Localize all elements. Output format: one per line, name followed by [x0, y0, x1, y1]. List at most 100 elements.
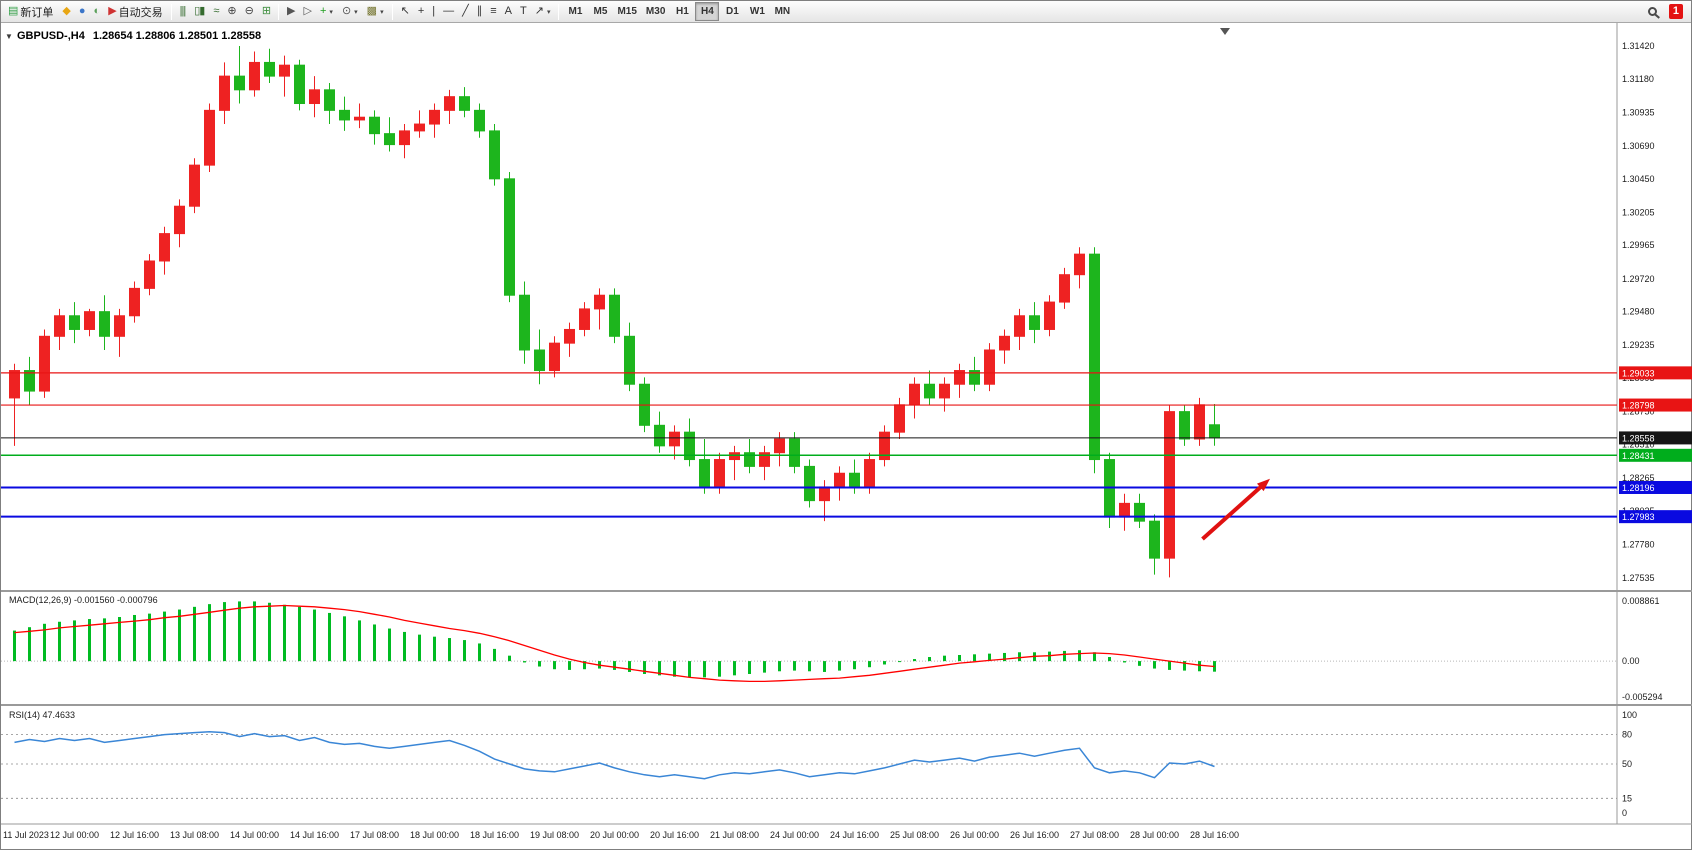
svg-text:0.008861: 0.008861: [1622, 596, 1660, 606]
svg-text:1.29480: 1.29480: [1622, 307, 1655, 317]
svg-text:26 Jul 16:00: 26 Jul 16:00: [1010, 830, 1059, 840]
dropdown-arrow-icon: ▾: [354, 8, 358, 16]
svg-text:13 Jul 08:00: 13 Jul 08:00: [170, 830, 219, 840]
chart-shift-button[interactable]: ▷: [300, 2, 315, 21]
svg-text:20 Jul 16:00: 20 Jul 16:00: [650, 830, 699, 840]
svg-text:1.31420: 1.31420: [1622, 41, 1655, 51]
chart-shift-marker[interactable]: [1220, 28, 1230, 35]
svg-text:80: 80: [1622, 730, 1632, 740]
zoom-out-icon: ⊖: [244, 5, 254, 17]
chart-canvas[interactable]: 1.31420 1.31180 1.30935 1.30690 1.30450 1.302…: [1, 23, 1692, 850]
price-axis-labels: 1.31420 1.31180 1.30935 1.30690 1.30450 1.302…: [1622, 41, 1663, 818]
svg-text:21 Jul 08:00: 21 Jul 08:00: [710, 830, 759, 840]
autotrading-button[interactable]: ▶ 自动交易: [104, 2, 166, 21]
timeframe-d1-button[interactable]: D1: [720, 2, 744, 21]
fibonacci-icon: ≡: [490, 5, 497, 17]
channel-icon: ∥: [476, 5, 482, 17]
periods-button[interactable]: ⊙ ▾: [338, 2, 362, 21]
label-button[interactable]: T: [516, 2, 530, 21]
indicators-button[interactable]: + ▾: [316, 2, 337, 21]
new-order-button-label: 新订单: [20, 6, 54, 19]
candlestick-chart-button[interactable]: ▯▮: [190, 2, 208, 21]
svg-text:25 Jul 08:00: 25 Jul 08:00: [890, 830, 939, 840]
dropdown-arrow-icon: ▾: [329, 8, 333, 16]
new-order-button[interactable]: ▤ 新订单: [4, 2, 57, 21]
text-button[interactable]: A: [501, 2, 515, 21]
svg-text:1.28558: 1.28558: [1622, 433, 1655, 443]
svg-text:18 Jul 16:00: 18 Jul 16:00: [470, 830, 519, 840]
templates-button[interactable]: ▩ ▾: [363, 2, 388, 21]
new-order-icon: ▤: [8, 5, 18, 17]
trendline-button[interactable]: ╱: [458, 2, 472, 21]
svg-text:26 Jul 00:00: 26 Jul 00:00: [950, 830, 999, 840]
toolbar-separator: [391, 3, 393, 20]
svg-text:1.29720: 1.29720: [1622, 274, 1655, 284]
timeframe-mn-button[interactable]: MN: [770, 2, 794, 21]
vertical-line-icon: |: [432, 5, 435, 17]
svg-text:1.30935: 1.30935: [1622, 107, 1655, 117]
label-icon: T: [520, 5, 527, 17]
timeframe-w1-button[interactable]: W1: [745, 2, 769, 21]
svg-text:0: 0: [1622, 808, 1627, 818]
metaeditor-button[interactable]: ◆: [58, 2, 73, 21]
svg-text:1.27535: 1.27535: [1622, 573, 1655, 583]
timeframe-m15-button[interactable]: M15: [613, 2, 640, 21]
line-chart-button[interactable]: ≈: [209, 2, 222, 21]
svg-text:11 Jul 2023: 11 Jul 2023: [3, 830, 49, 840]
zoom-in-icon: ⊕: [227, 5, 236, 17]
ohlc-readout: 1.28654 1.28806 1.28501 1.28558: [93, 30, 261, 42]
horizontal-line-icon: —: [443, 5, 454, 17]
search-button[interactable]: [1644, 2, 1661, 21]
symbol-title: GBPUSD-,H4 1.28654 1.28806 1.28501 1.2855…: [17, 30, 261, 42]
search-icon: [1647, 7, 1657, 16]
navigator-button[interactable]: ◐: [90, 2, 104, 21]
arrow-annotation-head[interactable]: [1256, 478, 1270, 492]
svg-text:1.30450: 1.30450: [1622, 174, 1655, 184]
svg-text:14 Jul 00:00: 14 Jul 00:00: [230, 830, 279, 840]
macd-label: MACD(12,26,9) -0.001560 -0.000796: [9, 595, 158, 605]
timeframe-m5-button[interactable]: M5: [588, 2, 612, 21]
timeframe-m1-button[interactable]: M1: [563, 2, 587, 21]
horizontal-line-button[interactable]: —: [439, 2, 457, 21]
svg-text:19 Jul 08:00: 19 Jul 08:00: [530, 830, 579, 840]
dropdown-arrow-icon: ▾: [546, 8, 551, 16]
metaeditor-icon: ◆: [62, 5, 71, 17]
zoom-out-button[interactable]: ⊖: [241, 2, 257, 21]
toolbar: ▤ 新订单 ◆ ● ◐ ▶ 自动交易 ||| ▯▮ ≈ ⊕ ⊖ ⊞ ▶ ▷ + ▾ ⊙ ▾ ▩ ▾ ↖ + | — ╱ ∥ ≡ A T ↗ ▾…: [1, 1, 1691, 23]
cursor-button[interactable]: ↖: [397, 2, 413, 21]
arrows-button[interactable]: ↗ ▾: [531, 2, 555, 21]
market-watch-icon: ●: [78, 5, 86, 17]
tile-windows-button[interactable]: ⊞: [258, 2, 274, 21]
tile-windows-icon: ⊞: [261, 5, 271, 17]
crosshair-button[interactable]: +: [414, 2, 427, 21]
toolbar-separator: [278, 3, 280, 20]
svg-text:1.28750: 1.28750: [1622, 407, 1655, 417]
arrows-icon: ↗: [534, 5, 544, 17]
timeframe-h4-button[interactable]: H4: [695, 2, 720, 21]
line-chart-icon: ≈: [213, 5, 219, 17]
zoom-in-button[interactable]: ⊕: [223, 2, 239, 21]
notification-badge[interactable]: 1: [1668, 4, 1683, 19]
fibonacci-button[interactable]: ≡: [486, 2, 499, 21]
svg-text:1.28265: 1.28265: [1622, 473, 1655, 483]
crosshair-icon: +: [417, 5, 425, 17]
toolbar-separator: [170, 3, 172, 20]
chart-shift-icon: ▷: [303, 5, 313, 17]
auto-scroll-button[interactable]: ▶: [283, 2, 298, 21]
arrow-annotation[interactable]: [1201, 482, 1266, 541]
vertical-line-button[interactable]: |: [428, 2, 438, 21]
svg-text:1.29235: 1.29235: [1622, 340, 1655, 350]
channel-button[interactable]: ∥: [473, 2, 486, 21]
indicators-icon: +: [319, 5, 327, 17]
bar-chart-button[interactable]: |||: [176, 2, 190, 21]
timeframe-h1-button[interactable]: H1: [670, 2, 694, 21]
svg-text:50: 50: [1622, 759, 1632, 769]
market-watch-button[interactable]: ●: [75, 2, 89, 21]
time-axis-labels: 11 Jul 2023 12 Jul 00:00 12 Jul 16:00 13 Ju…: [3, 830, 1239, 840]
svg-text:15: 15: [1622, 793, 1632, 803]
trendline-icon: ╱: [462, 5, 469, 17]
one-click-collapse-icon[interactable]: ▼: [5, 32, 13, 41]
timeframe-m30-button[interactable]: M30: [642, 2, 669, 21]
rsi-label: RSI(14) 47.4633: [9, 710, 75, 720]
svg-text:12 Jul 00:00: 12 Jul 00:00: [50, 830, 99, 840]
